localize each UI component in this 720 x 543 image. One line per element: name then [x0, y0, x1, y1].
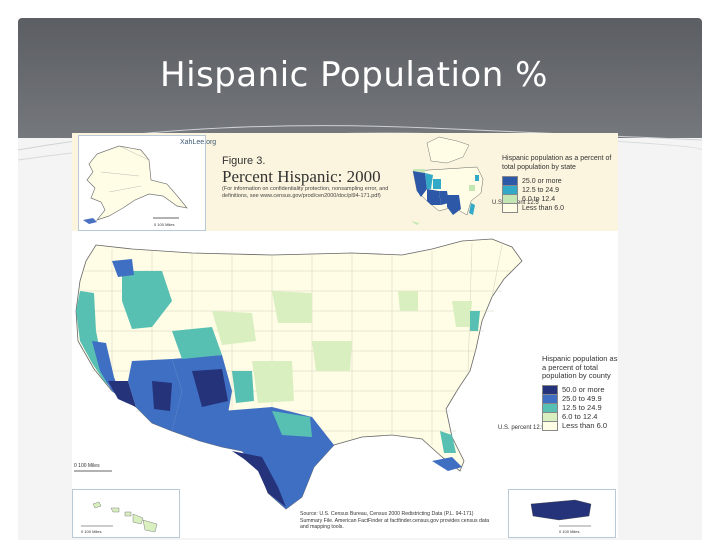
- state-ca: [413, 171, 427, 197]
- county-legend-item: 25.0 to 49.9: [542, 393, 618, 404]
- figure-note: (For information on confidentiality prot…: [222, 186, 389, 199]
- state-level-map: [411, 136, 484, 225]
- county-map-area: 0 100 Miles 0 100 Miles 0 100 Miles: [72, 231, 618, 538]
- state-tx: [447, 195, 461, 215]
- legend-swatch: [542, 420, 558, 431]
- aleutian-mark: [83, 218, 97, 224]
- hawaii-map: 0 100 Miles: [81, 501, 158, 534]
- state-legend-item: 25.0 or more: [502, 176, 612, 186]
- puerto-rico-map: 0 100 Miles: [530, 499, 592, 534]
- alaska-map: 0 100 Miles: [83, 145, 188, 227]
- county-legend-item: Less than 6.0: [542, 420, 618, 431]
- state-east: [469, 185, 475, 191]
- alaska-borders: [100, 145, 150, 193]
- county-level-map: 0 100 Miles: [74, 238, 523, 510]
- state-legend-item: 6.0 to 12.4: [502, 194, 612, 204]
- county-legend-title: Hispanic population as a percent of tota…: [542, 354, 618, 380]
- state-or: [413, 169, 425, 173]
- slide-title: Hispanic Population %: [160, 55, 548, 95]
- region-east: [398, 291, 480, 471]
- alaska-shape: [86, 145, 188, 221]
- legend-label: Less than 6.0: [522, 204, 565, 212]
- puerto-rico-inset: 0 100 Miles: [508, 489, 616, 538]
- legend-label: 6.0 to 12.4: [562, 411, 598, 421]
- state-nm: [439, 191, 449, 205]
- hawaii-scale-label: 0 100 Miles: [81, 529, 101, 534]
- state-nv: [425, 173, 433, 189]
- state-ny: [475, 175, 479, 181]
- state-fl: [469, 203, 475, 215]
- alaska-inset: 0 100 Miles: [78, 135, 206, 231]
- figure-title: Percent Hispanic: 2000: [222, 167, 381, 186]
- county-legend-item: 50.0 or more: [542, 384, 618, 395]
- state-legend-item: Less than 6.0: [502, 203, 612, 213]
- region-southwest: [128, 355, 232, 447]
- state-legend: Hispanic population as a percent of tota…: [502, 155, 612, 213]
- mainland-scale-label: 0 100 Miles: [74, 463, 100, 469]
- legend-label: 12.5 to 24.9: [522, 186, 559, 194]
- county-legend-item: 12.5 to 24.9: [542, 402, 618, 413]
- county-legend: Hispanic population as a percent of tota…: [542, 354, 618, 431]
- figure-label: Figure 3.: [222, 155, 266, 167]
- source-note: Source: U.S. Census Bureau, Census 2000 …: [300, 511, 490, 530]
- alaska-small-shape: [426, 136, 470, 164]
- state-az: [427, 189, 441, 205]
- region-texas: [222, 407, 334, 509]
- census-figure: 0 100 Miles XahLee.org Figure 3. Percent…: [72, 133, 618, 538]
- county-legend-item: 6.0 to 12.4: [542, 411, 618, 422]
- legend-label: 6.0 to 12.4: [522, 195, 556, 203]
- region-west-coast: [76, 291, 136, 407]
- legend-label: 12.5 to 24.9: [562, 402, 602, 412]
- figure-header-band: 0 100 Miles XahLee.org Figure 3. Percent…: [72, 133, 618, 231]
- hawaii-inset: 0 100 Miles: [72, 489, 180, 538]
- county-us-percent: U.S. percent 12.5: [498, 425, 545, 431]
- legend-label: 25.0 to 49.9: [562, 393, 602, 403]
- state-legend-title: Hispanic population as a percent of tota…: [502, 155, 612, 171]
- region-plains: [232, 291, 352, 403]
- source-url[interactable]: XahLee.org: [180, 139, 217, 146]
- state-hi: [411, 221, 419, 225]
- state-legend-item: 12.5 to 24.9: [502, 185, 612, 195]
- pr-scale-label: 0 100 Miles: [559, 529, 579, 534]
- alaska-scale-label: 0 100 Miles: [154, 222, 174, 227]
- legend-label: 50.0 or more: [562, 384, 605, 394]
- region-mountain: [112, 259, 294, 403]
- legend-swatch: [502, 203, 518, 213]
- slide-header: [18, 18, 702, 138]
- legend-label: Less than 6.0: [562, 420, 608, 430]
- legend-label: 25.0 or more: [522, 177, 562, 185]
- state-co: [433, 179, 441, 189]
